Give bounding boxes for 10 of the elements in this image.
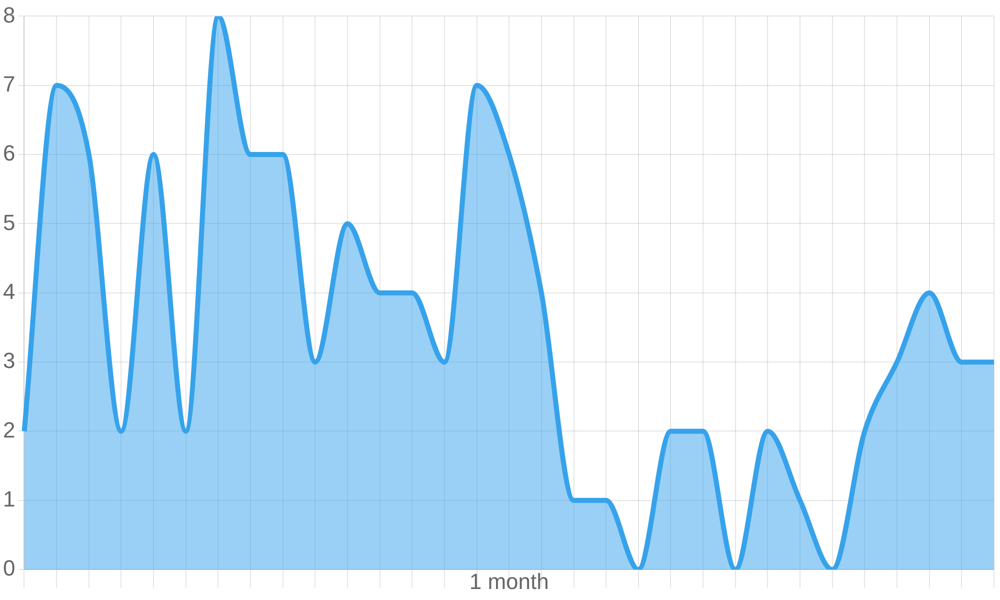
y-tick-label: 8 — [2, 2, 16, 28]
x-axis-title: 1 month — [469, 568, 549, 594]
y-tick-label: 7 — [2, 71, 16, 96]
y-tick-label: 5 — [2, 210, 16, 235]
y-tick-label: 3 — [2, 348, 16, 374]
y-tick-label: 4 — [2, 278, 16, 304]
y-tick-label: 1 — [2, 486, 16, 512]
y-tick-label: 0 — [2, 556, 16, 581]
y-tick-label: 2 — [2, 417, 16, 442]
y-tick-label: 6 — [2, 140, 16, 166]
